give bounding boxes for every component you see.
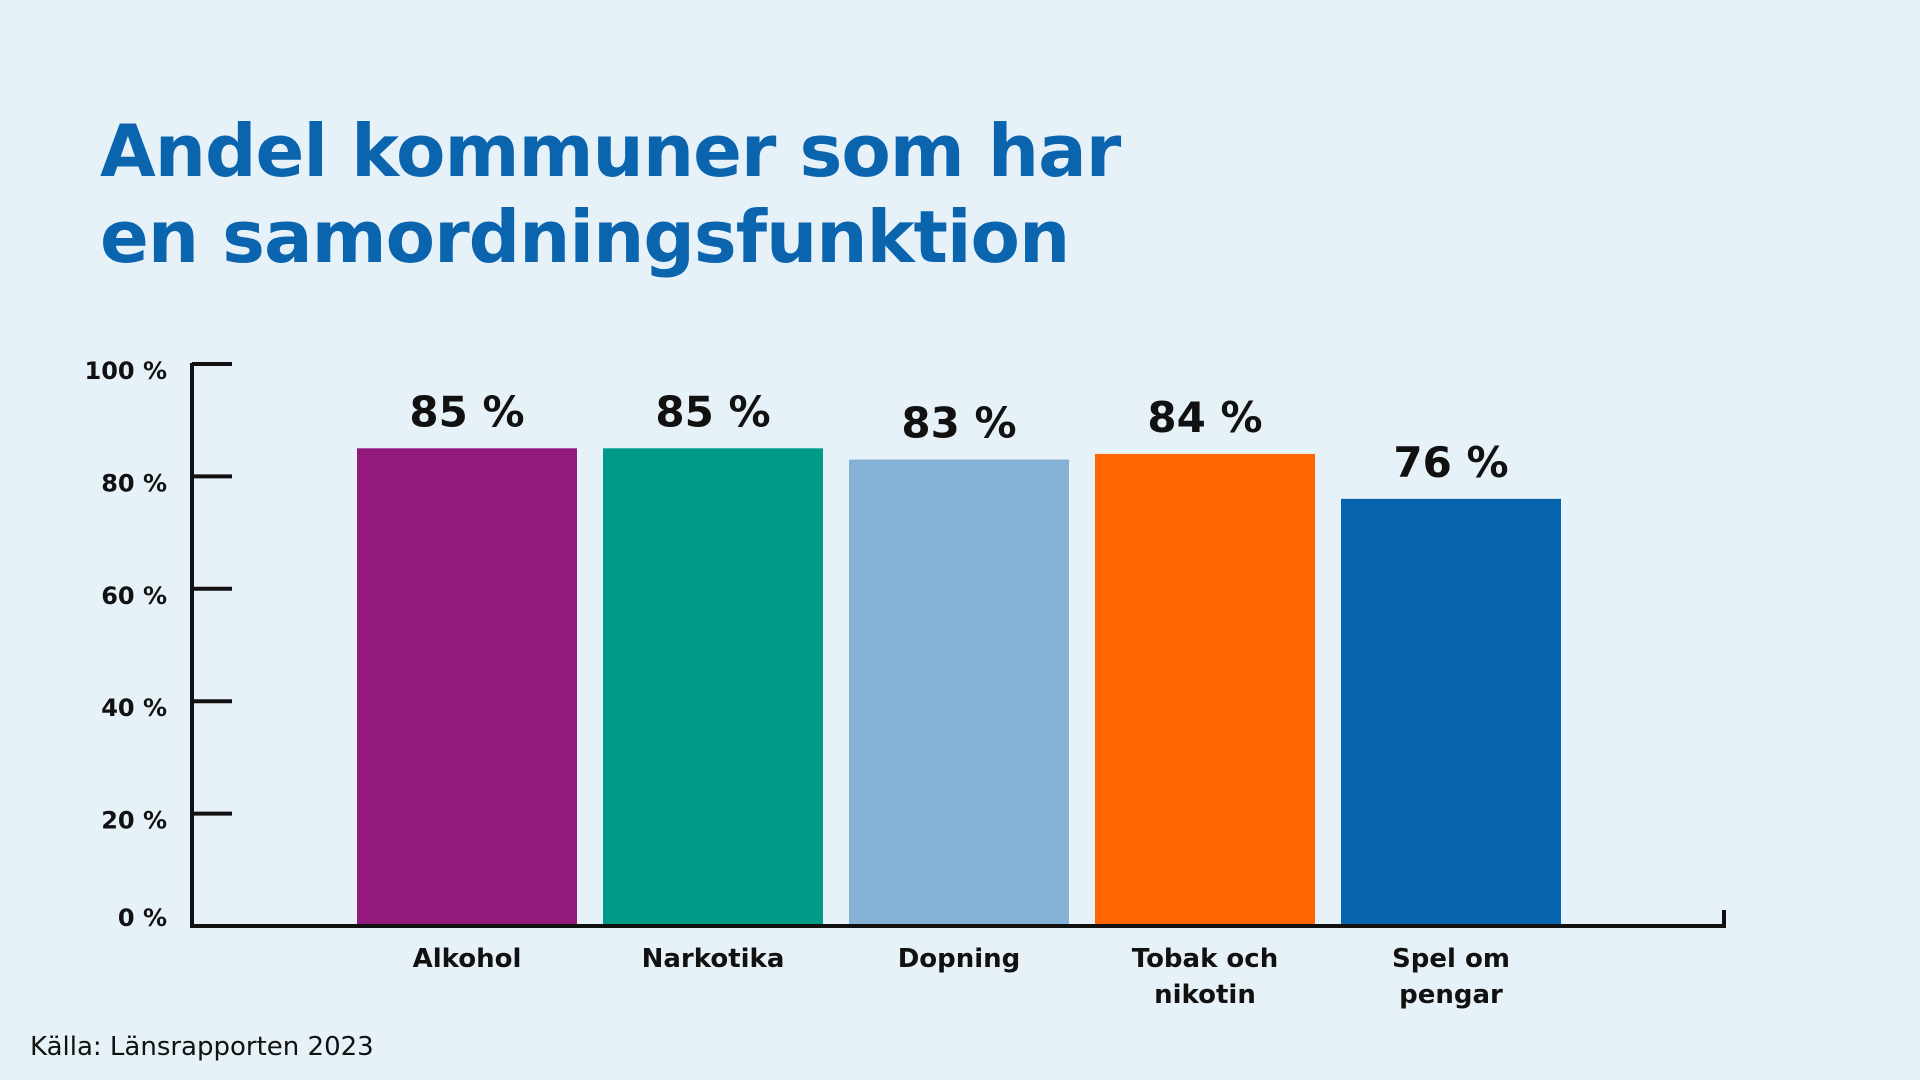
value-labels-group: 85 % 85 % 83 % 84 % 76 %: [409, 387, 1508, 487]
value-label-4: 84 %: [1147, 393, 1262, 442]
bars-group: [357, 448, 1561, 926]
category-label-4-line-1: Tobak och: [1132, 944, 1278, 974]
chart-title-line-1: Andel kommuner som har: [100, 109, 1121, 193]
value-label-5: 76 %: [1393, 438, 1508, 487]
chart-title: Andel kommuner som har en samordningsfun…: [100, 108, 1121, 280]
y-tick-label-40: 40 %: [101, 694, 167, 722]
value-label-3: 83 %: [901, 399, 1016, 448]
category-label-5-line-2: pengar: [1399, 980, 1503, 1010]
category-label-1: Alkohol: [413, 944, 522, 974]
y-tick-label-80: 80 %: [101, 469, 167, 497]
category-label-2: Narkotika: [642, 944, 785, 974]
category-labels-group: Alkohol Narkotika Dopning Tobak och nikotin S…: [413, 944, 1510, 1010]
y-axis-group: 0 % 20 % 40 % 60 % 80 % 100 %: [85, 357, 232, 932]
bar-4: [1095, 453, 1315, 926]
y-tick-label-60: 60 %: [101, 582, 167, 610]
bar-3: [849, 459, 1069, 926]
x-axis-group: [190, 910, 1726, 928]
category-label-2-line-1: Narkotika: [642, 944, 785, 974]
category-label-3-line-1: Dopning: [898, 944, 1021, 974]
category-label-4-line-2: nikotin: [1154, 980, 1256, 1010]
bar-5: [1341, 498, 1561, 926]
value-label-1: 85 %: [409, 387, 524, 436]
bar-1: [357, 448, 577, 926]
source-note: Källa: Länsrapporten 2023: [30, 1032, 374, 1062]
category-label-4: Tobak och nikotin: [1132, 944, 1278, 1010]
y-tick-label-100: 100 %: [85, 357, 168, 385]
category-label-5: Spel om pengar: [1392, 944, 1510, 1010]
category-label-3: Dopning: [898, 944, 1021, 974]
category-label-1-line-1: Alkohol: [413, 944, 522, 974]
bar-2: [603, 448, 823, 926]
y-tick-label-20: 20 %: [101, 807, 167, 835]
chart-title-line-2: en samordningsfunktion: [100, 195, 1070, 279]
category-label-5-line-1: Spel om: [1392, 944, 1510, 974]
value-label-2: 85 %: [655, 387, 770, 436]
y-tick-label-0: 0 %: [118, 904, 167, 932]
